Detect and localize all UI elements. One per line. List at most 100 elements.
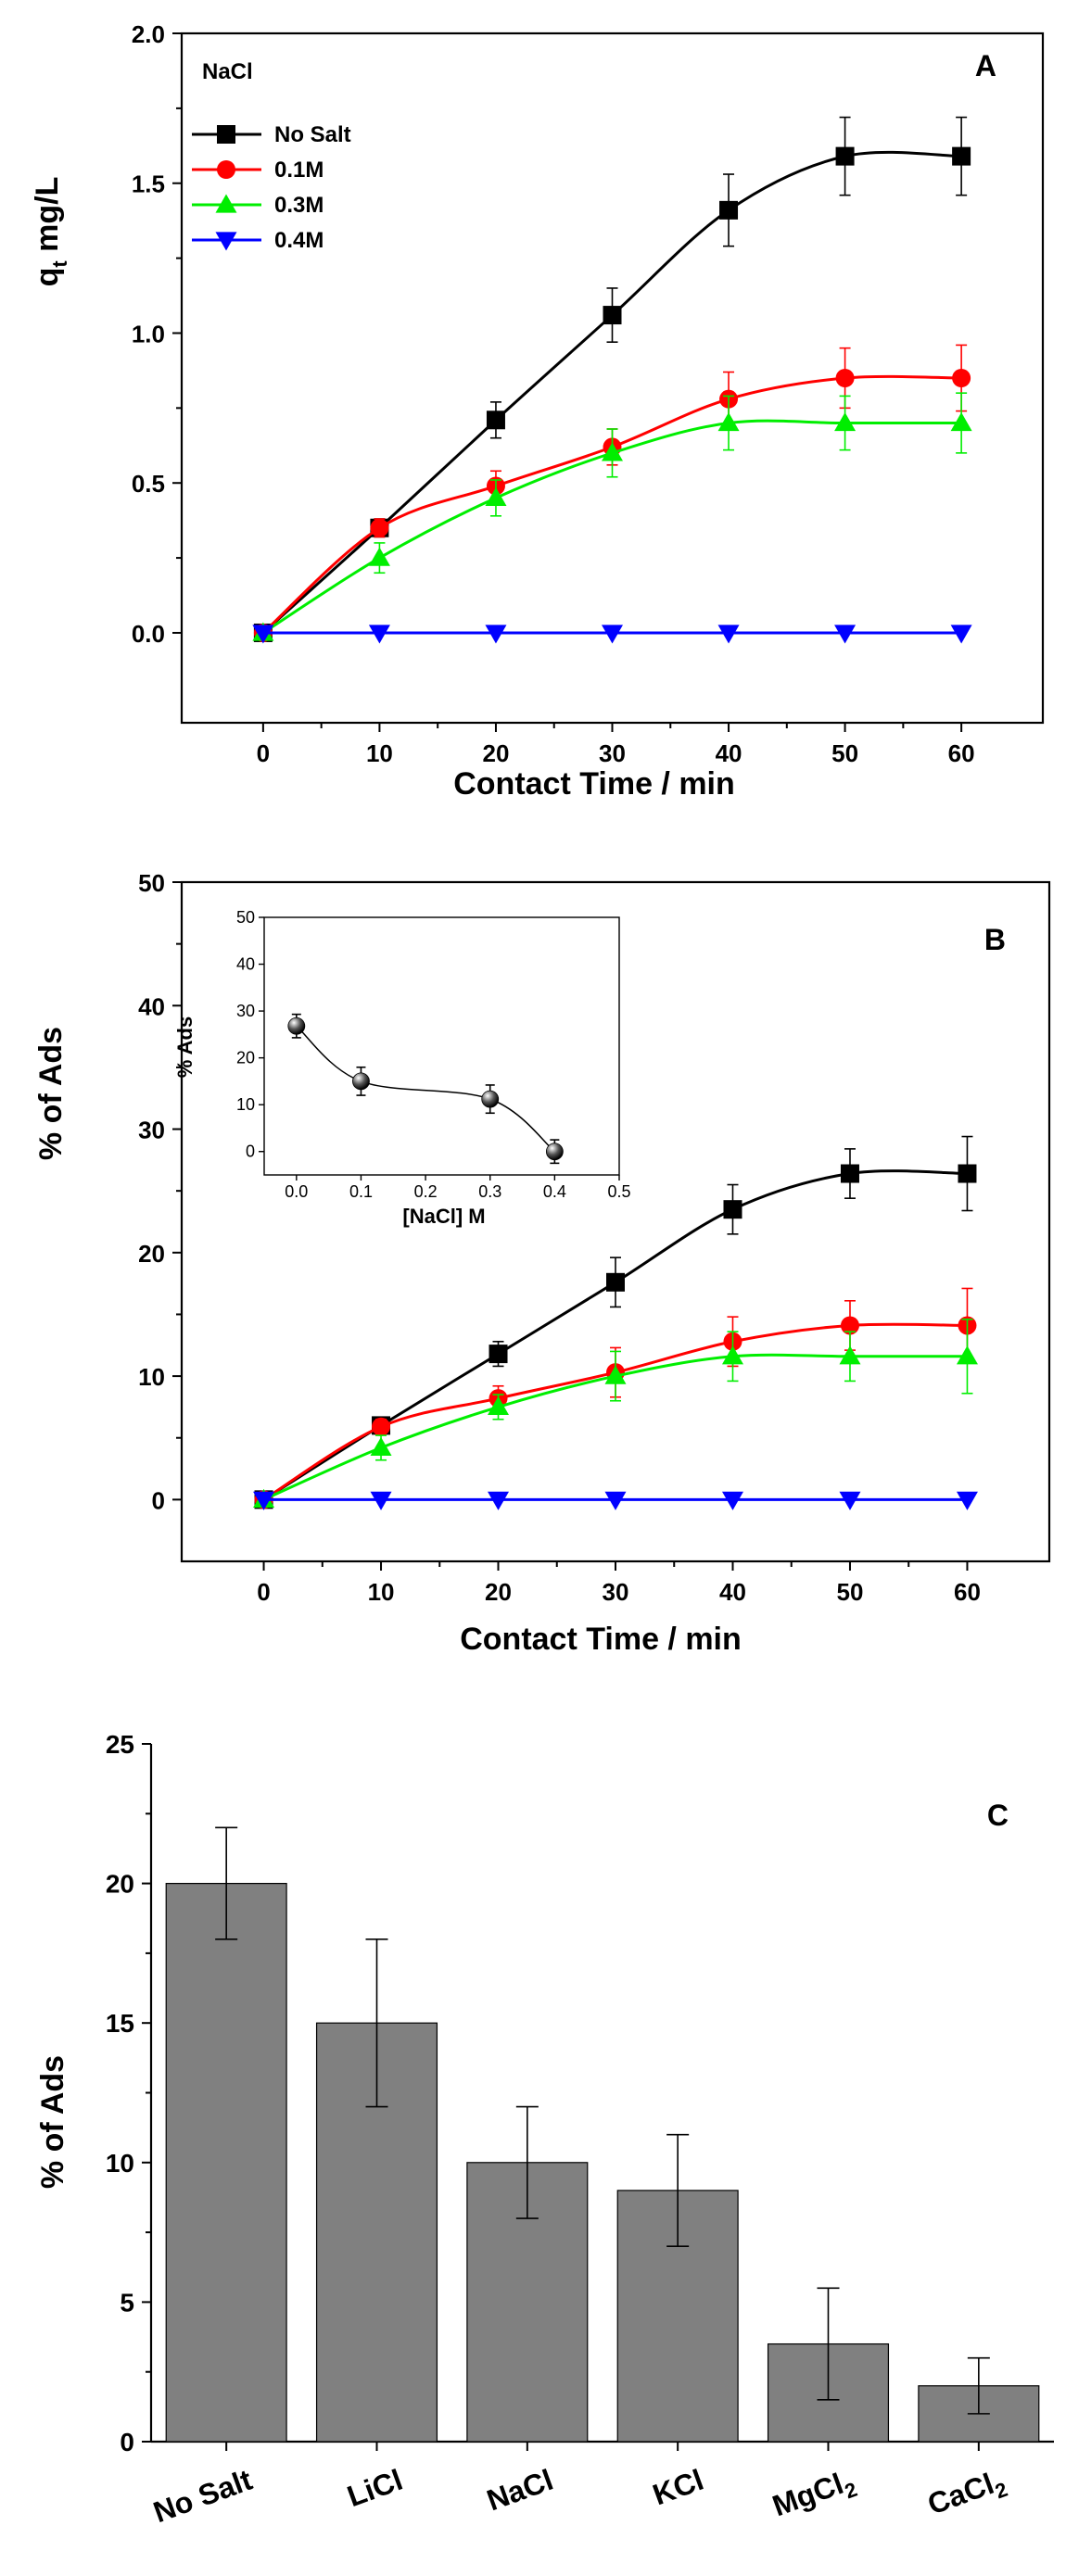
data-point: [602, 442, 623, 461]
data-point: [950, 412, 972, 432]
data-point: [717, 412, 740, 432]
inset-y-tick-label: 50: [236, 908, 255, 927]
inset-data-point: [545, 1143, 564, 1161]
inset-frame: [263, 916, 620, 1176]
legend-item-0-3m: 0.3M: [192, 193, 324, 218]
panel-a-letter: A: [975, 49, 996, 82]
legend-label: No Salt: [274, 122, 351, 147]
x-tick-label: 60: [954, 1578, 981, 1606]
inset-x-tick-label: 0.3: [478, 1182, 501, 1201]
data-point: [604, 1365, 627, 1384]
data-point: [839, 1491, 861, 1510]
panel-b-letter: B: [984, 923, 1006, 956]
x-tick-label: 0: [257, 739, 270, 767]
data-point: [723, 1200, 742, 1219]
data-point: [253, 1491, 275, 1510]
inset-y-axis-title: % Ads: [173, 1017, 197, 1078]
legend-label: 0.1M: [274, 158, 324, 183]
inset-y-tick-label: 10: [236, 1095, 255, 1114]
series-line: [261, 374, 962, 635]
panel-b-x-axis-title: Contact Time / min: [460, 1622, 742, 1657]
panel-b-plot-area: 0 10 20 30 40 50 60 0 10 20 30 40 50: [138, 869, 1051, 1606]
x-tick-label: 0: [257, 1578, 270, 1606]
x-tick-label: 60: [948, 739, 975, 767]
x-tick-label: 20: [482, 739, 509, 767]
y-tick-label: 1.0: [132, 320, 165, 347]
data-point: [719, 200, 739, 220]
data-point: [602, 625, 623, 644]
data-point: [950, 625, 972, 644]
y-tick-label: 15: [106, 2009, 134, 2038]
inset-x-tick-label: 0.2: [414, 1182, 438, 1201]
panel-b-y-axis-title: % of Ads: [33, 1027, 69, 1160]
data-point: [370, 1491, 392, 1510]
data-point: [717, 625, 740, 644]
y-tick-label: 1.5: [132, 170, 165, 198]
panel-a: 0 10 20 30 40 50 60 0.0 0.5 1.0 1.5 2.0 A NaCl No S…: [30, 20, 1045, 802]
data-point: [486, 410, 505, 430]
y-tick-label: 30: [138, 1117, 165, 1144]
data-point: [368, 625, 390, 644]
data-point: [368, 547, 390, 566]
data-point: [488, 1395, 510, 1416]
data-point: [834, 412, 857, 432]
data-point: [370, 1436, 392, 1457]
panel-a-y-axis-title: qt mg/L: [30, 177, 71, 287]
data-point: [604, 1491, 627, 1510]
y-tick-label: 0: [152, 1486, 165, 1514]
x-tick-label: 40: [716, 739, 742, 767]
panel-b: 0 10 20 30 40 50 60 0 10 20 30 40 50 B Contact Time …: [33, 869, 1051, 1657]
inset-x-tick-label: 0.5: [607, 1182, 630, 1201]
inset-data-point: [352, 1072, 370, 1091]
category-main-text: KCl: [648, 2463, 707, 2512]
y-tick-label: 25: [106, 1730, 134, 1759]
panel-c-letter: C: [987, 1799, 1009, 1832]
legend-item-no-salt: No Salt: [192, 122, 351, 147]
category-main-text: NaCl: [482, 2463, 557, 2518]
series-0-4m: [252, 625, 972, 644]
x-category-label: MgCl2: [768, 2463, 860, 2528]
data-point: [721, 1345, 743, 1365]
category-main-text: MgCl: [768, 2467, 848, 2523]
panel-c-y-axis-title: % of Ads: [35, 2055, 70, 2189]
series-0-4m: [253, 1491, 978, 1510]
inset-y-tick-label: 20: [236, 1049, 255, 1067]
data-point: [840, 1164, 859, 1183]
panel-a-legend: NaCl No Salt 0.1M 0.3M 0.4M: [192, 59, 351, 253]
legend-item-0-4m: 0.4M: [192, 228, 324, 253]
data-point: [952, 369, 971, 387]
y-tick-label: 40: [138, 992, 165, 1020]
data-point: [952, 146, 971, 166]
category-main-text: LiCl: [343, 2463, 407, 2513]
panel-b-inset: [NaCl] M % Ads 0.0 0.1 0.2 0.3 0.4 0.5 0 10 20 30…: [173, 908, 631, 1228]
data-point: [485, 486, 507, 507]
inset-x-axis-title: [NaCl] M: [402, 1205, 485, 1228]
data-point: [835, 369, 855, 387]
category-main-text: CaCl: [923, 2467, 998, 2521]
legend-marker: [215, 194, 237, 213]
x-category-label: CaCl2: [923, 2463, 1010, 2527]
inset-data-point: [287, 1017, 306, 1035]
inset-x-tick-label: 0.4: [543, 1182, 566, 1201]
x-tick-label: 10: [368, 1578, 395, 1606]
data-point: [603, 306, 622, 325]
y-tick-label: 0: [120, 2428, 134, 2456]
category-subscript: 2: [842, 2478, 860, 2504]
data-point: [839, 1345, 861, 1365]
category-subscript: 2: [992, 2478, 1010, 2504]
x-category-label: LiCl: [343, 2463, 407, 2513]
x-tick-label: 30: [599, 739, 626, 767]
x-tick-label: 50: [837, 1578, 864, 1606]
bar-group-cacl2: CaCl2: [918, 2356, 1040, 2527]
data-point: [721, 1491, 743, 1510]
data-point: [489, 1345, 508, 1364]
data-point: [252, 625, 274, 644]
panel-a-plot-area: 0 10 20 30 40 50 60 0.0 0.5 1.0 1.5 2.0: [132, 20, 1045, 767]
bar-group-nacl: NaCl: [466, 2105, 589, 2518]
data-point: [834, 625, 857, 644]
bar-group-kcl: KCl: [616, 2133, 739, 2512]
data-point: [956, 1345, 978, 1365]
